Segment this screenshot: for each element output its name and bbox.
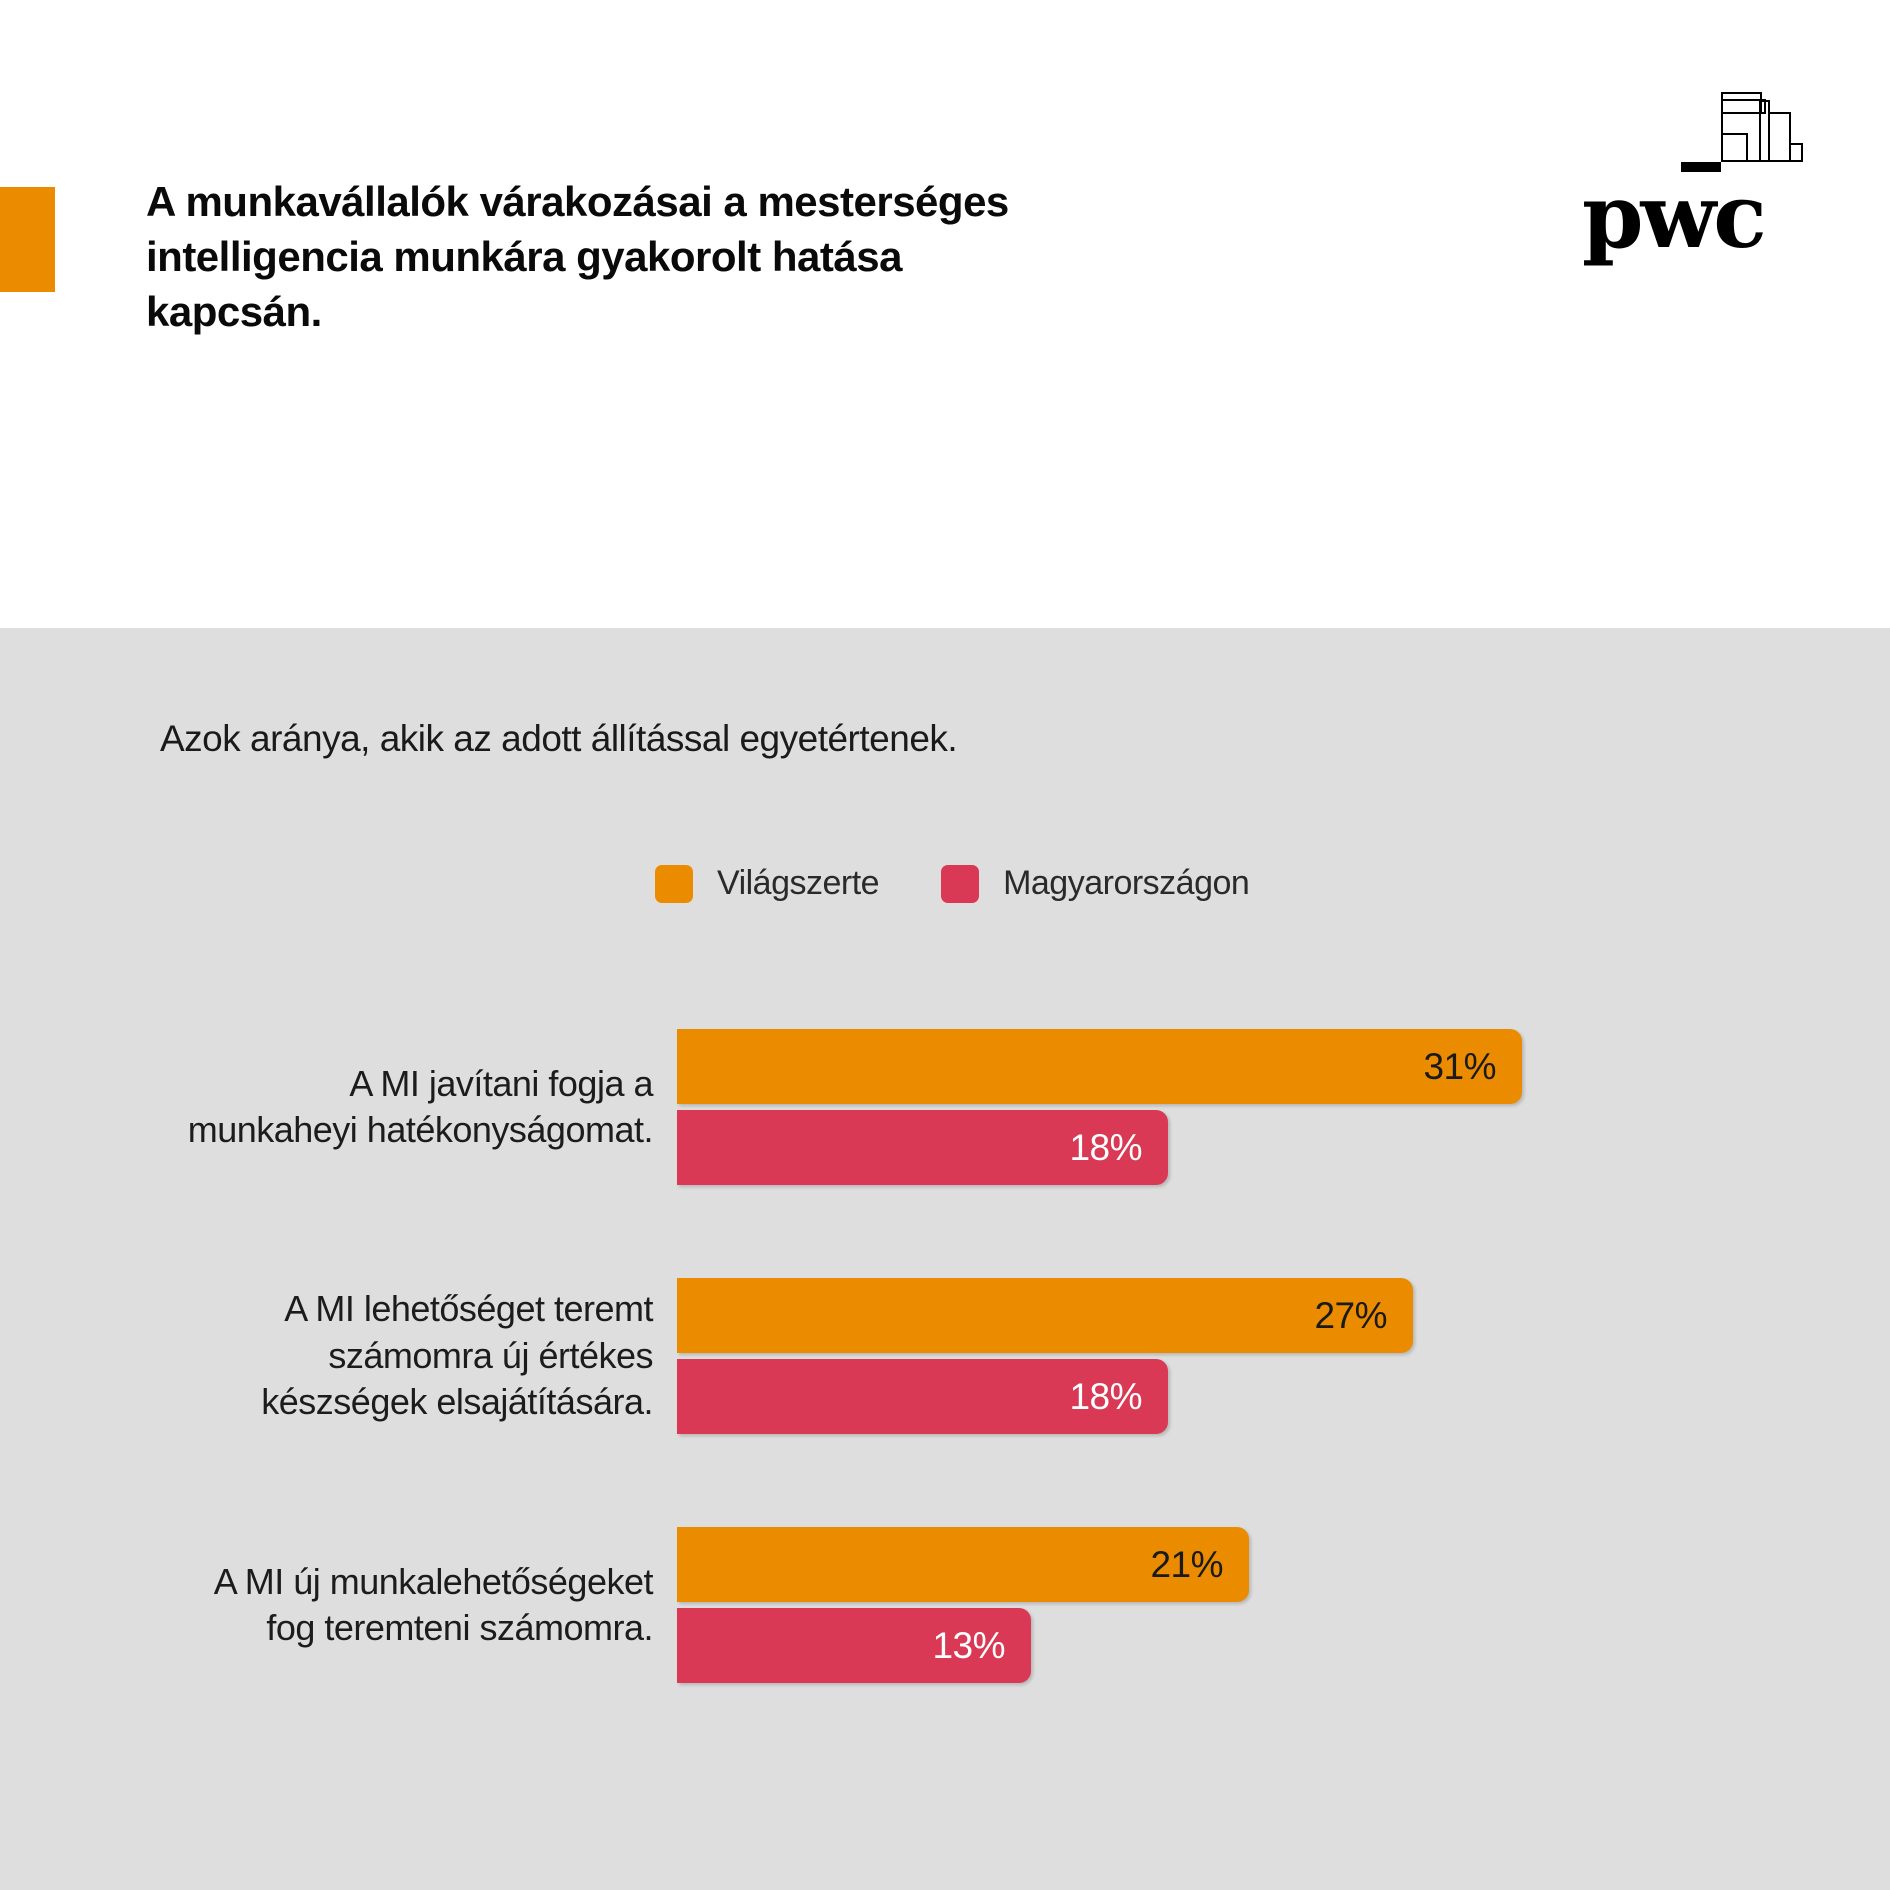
legend-swatch-icon bbox=[655, 864, 693, 903]
legend-swatch-icon bbox=[941, 864, 980, 903]
pwc-logo: pwc bbox=[1582, 88, 1812, 278]
slide-title: A munkavállalók várakozásai a mestersége… bbox=[146, 178, 1009, 336]
bar-pair: 31% 18% bbox=[677, 1029, 1522, 1185]
chart-group: A MI új munkalehetőségeket fog teremteni… bbox=[0, 1527, 1890, 1683]
chart-group: A MI lehetőséget teremt számomra új érté… bbox=[0, 1278, 1890, 1434]
pwc-wordmark: pwc bbox=[1582, 164, 1767, 268]
pwc-building-icon bbox=[1681, 92, 1803, 172]
chart-panel: Azok aránya, akik az adott állítással eg… bbox=[0, 628, 1890, 1890]
bar-pair: 27% 18% bbox=[677, 1278, 1413, 1434]
bar-hungary: 18% bbox=[677, 1110, 1168, 1185]
bar-value-label: 18% bbox=[1069, 1375, 1142, 1417]
bar-hungary: 13% bbox=[677, 1608, 1031, 1683]
legend-label: Világszerte bbox=[717, 864, 880, 902]
category-label: A MI javítani fogja a munkaheyi hatékony… bbox=[187, 1062, 654, 1150]
accent-bar bbox=[0, 187, 55, 292]
bar-worldwide: 31% bbox=[677, 1029, 1522, 1104]
category-label: A MI új munkalehetőségeket fog teremteni… bbox=[213, 1560, 654, 1648]
bar-worldwide: 21% bbox=[677, 1527, 1249, 1602]
bar-value-label: 18% bbox=[1069, 1126, 1142, 1168]
bar-value-label: 21% bbox=[1150, 1543, 1223, 1585]
bar-pair: 21% 13% bbox=[677, 1527, 1249, 1683]
legend-item-worldwide: Világszerte bbox=[655, 864, 880, 903]
chart-legend: Világszerte Magyarországon bbox=[655, 864, 1250, 903]
bar-value-label: 13% bbox=[932, 1624, 1005, 1666]
bar-worldwide: 27% bbox=[677, 1278, 1413, 1353]
bar-chart: A MI javítani fogja a munkaheyi hatékony… bbox=[0, 1029, 1890, 1776]
chart-group: A MI javítani fogja a munkaheyi hatékony… bbox=[0, 1029, 1890, 1185]
legend-item-hungary: Magyarországon bbox=[941, 864, 1250, 903]
bar-value-label: 27% bbox=[1314, 1294, 1387, 1336]
bar-value-label: 31% bbox=[1423, 1045, 1496, 1087]
chart-subtitle: Azok aránya, akik az adott állítással eg… bbox=[160, 718, 958, 759]
category-label: A MI lehetőséget teremt számomra új érté… bbox=[261, 1288, 653, 1423]
bar-hungary: 18% bbox=[677, 1359, 1168, 1434]
legend-label: Magyarországon bbox=[1003, 864, 1250, 902]
